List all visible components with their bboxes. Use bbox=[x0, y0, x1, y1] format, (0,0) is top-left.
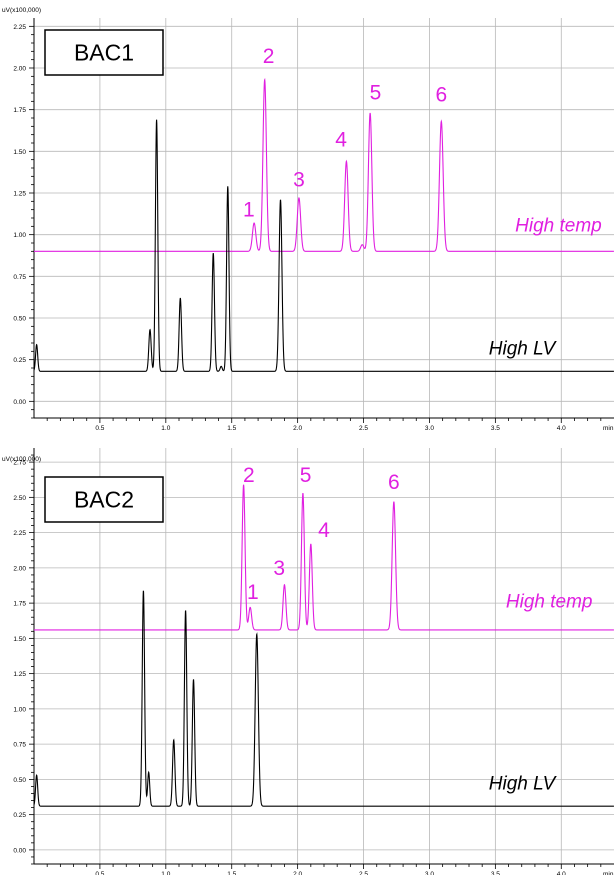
y-tick-label: 2.00 bbox=[13, 565, 26, 572]
x-tick-label: 3.5 bbox=[491, 425, 500, 432]
chart-title: BAC1 bbox=[74, 40, 134, 66]
series-line-high-lv bbox=[33, 119, 614, 372]
annotation-high-lv: High LV bbox=[489, 339, 558, 360]
y-tick-label: 0.75 bbox=[13, 742, 26, 749]
x-tick-label: 2.0 bbox=[293, 425, 302, 432]
peak-label-5: 5 bbox=[300, 464, 312, 487]
y-tick-label: 0.00 bbox=[13, 399, 26, 406]
x-tick-label: 2.5 bbox=[359, 871, 368, 875]
annotation-high-temp: High temp bbox=[506, 591, 593, 612]
y-tick-label: 1.00 bbox=[13, 706, 26, 713]
y-tick-label: 0.75 bbox=[13, 274, 26, 281]
y-tick-label: 2.25 bbox=[13, 24, 26, 31]
y-unit-label: uV(x100,000) bbox=[2, 7, 41, 14]
y-tick-label: 1.75 bbox=[13, 601, 26, 608]
annotation-high-temp: High temp bbox=[515, 215, 602, 236]
chart-title-box bbox=[44, 476, 164, 523]
x-tick-label: 1.5 bbox=[227, 871, 236, 875]
x-tick-label: 3.0 bbox=[425, 425, 434, 432]
x-tick-label: 2.0 bbox=[293, 871, 302, 875]
peak-label-6: 6 bbox=[388, 471, 400, 494]
y-tick-label: 1.50 bbox=[13, 636, 26, 643]
x-tick-label: 3.0 bbox=[425, 871, 434, 875]
x-tick-label: 4.0 bbox=[557, 871, 566, 875]
chart-panel-bac1: 0.5 1.0 1.5 2.0 2.5 3.0 3.5 4.0 0.00 0.25 0.50 0.75… bbox=[2, 7, 614, 432]
x-tick-label: 0.5 bbox=[95, 871, 104, 875]
x-unit-label: min bbox=[603, 871, 614, 875]
y-tick-label: 0.25 bbox=[13, 812, 26, 819]
peak-label-1: 1 bbox=[247, 581, 259, 604]
y-tick-label: 2.75 bbox=[13, 460, 26, 467]
y-tick-label: 2.25 bbox=[13, 530, 26, 537]
y-tick-label: 1.25 bbox=[13, 671, 26, 678]
chart-title: BAC2 bbox=[74, 487, 134, 513]
peak-label-2: 2 bbox=[243, 464, 255, 487]
x-tick-label: 1.0 bbox=[161, 871, 170, 875]
annotation-high-lv: High LV bbox=[489, 773, 558, 794]
chart-title-box bbox=[44, 29, 164, 76]
peak-label-4: 4 bbox=[335, 128, 347, 151]
x-tick-label: 0.5 bbox=[95, 425, 104, 432]
peak-label-3: 3 bbox=[293, 168, 305, 191]
x-unit-label: min bbox=[603, 425, 614, 432]
x-tick-label: 3.5 bbox=[491, 871, 500, 875]
series-line-high-temp bbox=[34, 484, 614, 631]
x-tick-label: 2.5 bbox=[359, 425, 368, 432]
x-tick-label: 1.0 bbox=[161, 425, 170, 432]
series-line-high-temp bbox=[34, 77, 614, 252]
x-tick-label: 4.0 bbox=[557, 425, 566, 432]
peak-label-6: 6 bbox=[435, 83, 447, 106]
y-tick-label: 1.75 bbox=[13, 107, 26, 114]
peak-label-4: 4 bbox=[318, 519, 330, 542]
y-tick-label: 1.25 bbox=[13, 191, 26, 198]
peak-label-1: 1 bbox=[243, 198, 255, 221]
y-tick-label: 0.25 bbox=[13, 357, 26, 364]
series-line-high-lv bbox=[33, 590, 614, 807]
y-tick-label: 0.50 bbox=[13, 316, 26, 323]
y-tick-label: 0.50 bbox=[13, 777, 26, 784]
y-tick-label: 1.50 bbox=[13, 149, 26, 156]
y-tick-label: 0.00 bbox=[13, 847, 26, 854]
y-tick-label: 2.00 bbox=[13, 66, 26, 73]
y-unit-label: uV(x100,000) bbox=[2, 456, 41, 463]
y-tick-label: 2.50 bbox=[13, 495, 26, 502]
chart-panel-bac2: 0.5 1.0 1.5 2.0 2.5 3.0 3.5 4.0 0.00 0.25 0.50 0.75… bbox=[2, 448, 614, 875]
peak-label-5: 5 bbox=[370, 82, 382, 105]
peak-label-3: 3 bbox=[273, 557, 285, 580]
peak-label-2: 2 bbox=[263, 45, 275, 68]
y-tick-label: 1.00 bbox=[13, 232, 26, 239]
x-tick-label: 1.5 bbox=[227, 425, 236, 432]
